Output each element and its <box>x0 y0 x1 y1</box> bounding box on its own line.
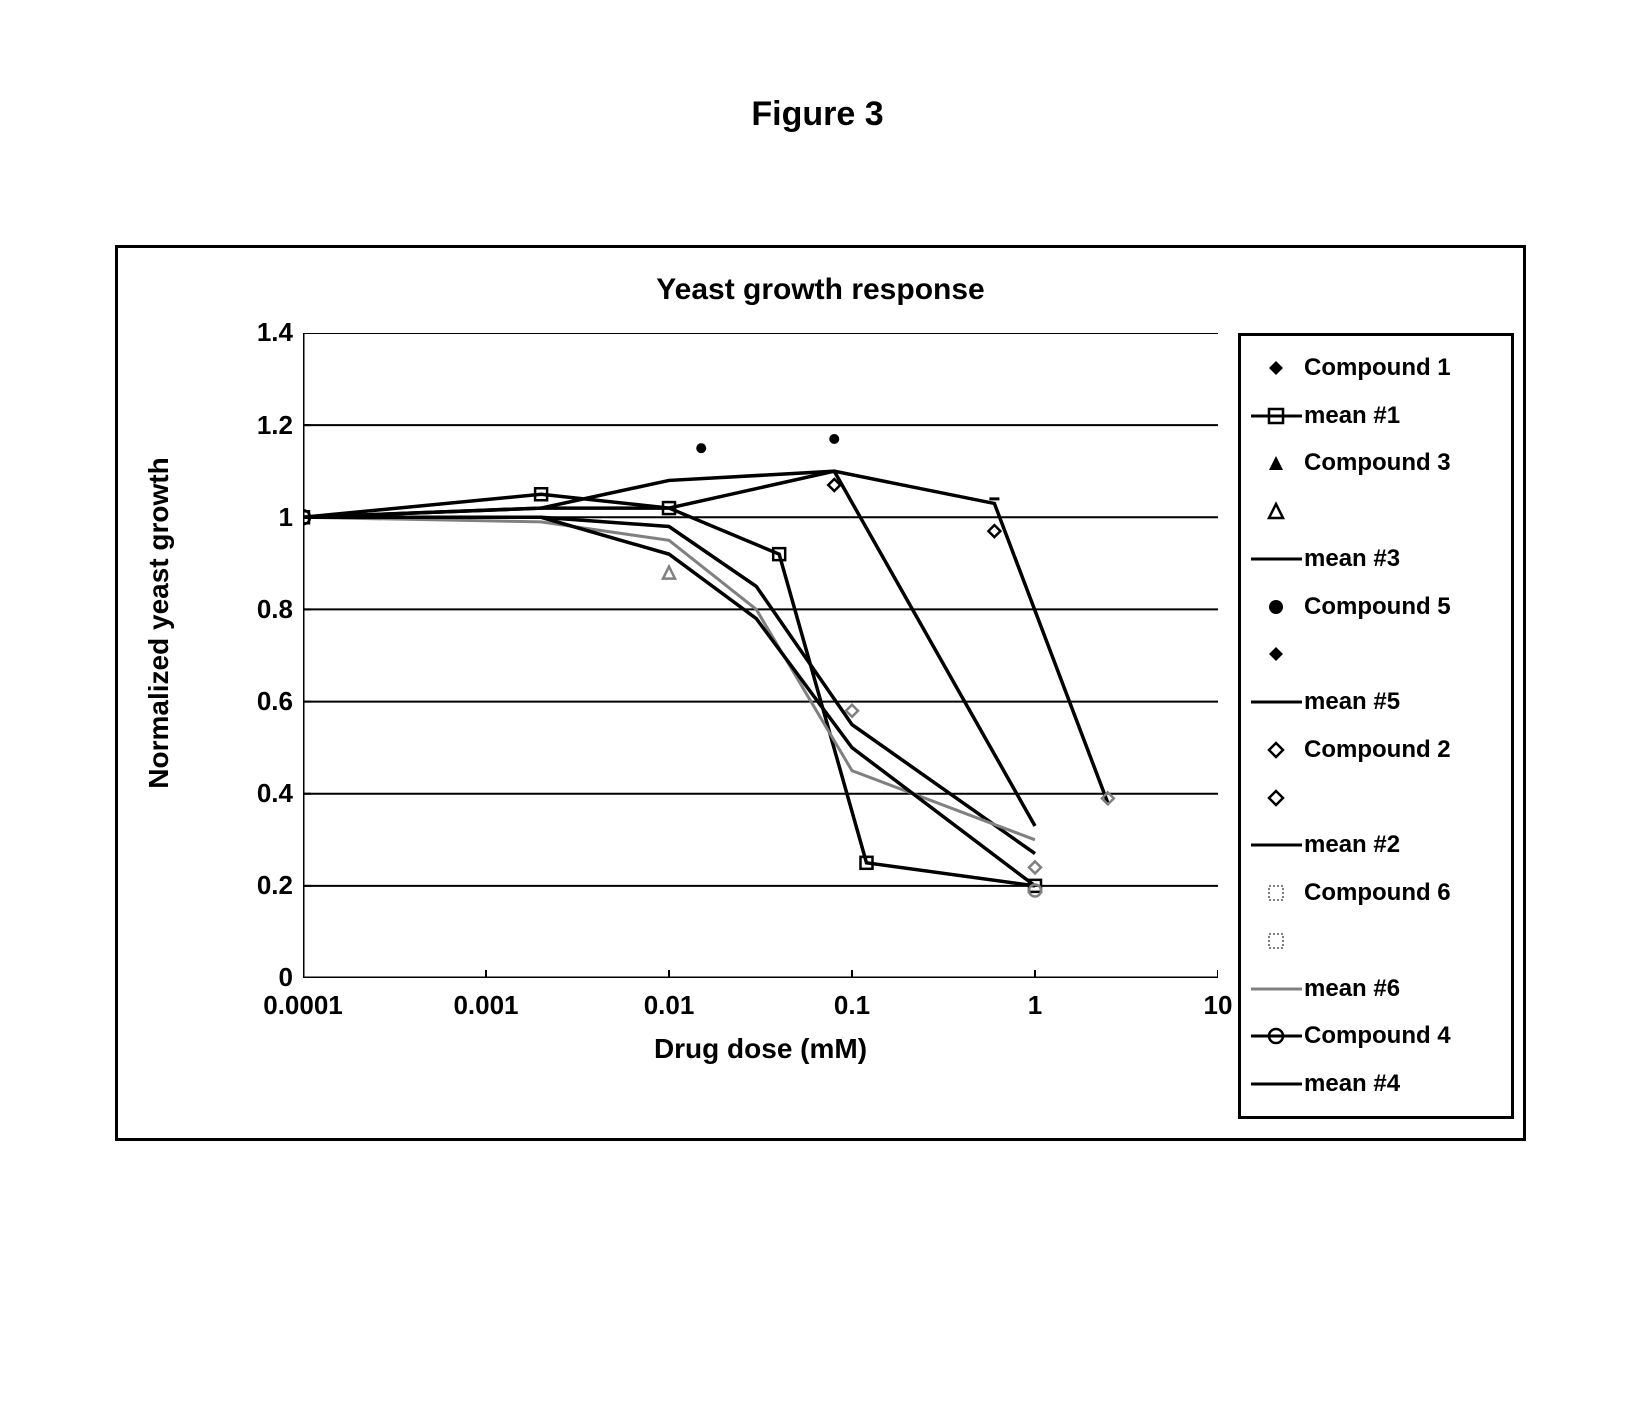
tick-label: 0.001 <box>426 990 546 1021</box>
tick-label: 1.2 <box>213 410 293 441</box>
legend-swatch-icon <box>1249 642 1304 666</box>
legend-label: Compound 4 <box>1304 1022 1451 1050</box>
legend-swatch-icon <box>1249 404 1304 428</box>
legend-item: Compound 3 <box>1249 440 1503 488</box>
tick-label: 10 <box>1158 990 1278 1021</box>
legend-label: mean #6 <box>1304 975 1400 1003</box>
tick-label: 1 <box>213 502 293 533</box>
legend-item: mean #5 <box>1249 678 1503 726</box>
chart-outer-box: Yeast growth response Normalized yeast g… <box>115 245 1526 1141</box>
legend-label: Compound 2 <box>1304 736 1451 764</box>
legend-box: Compound 1 mean #1 Compound 3 mean #3 Compou… <box>1238 333 1514 1119</box>
legend-label: mean #1 <box>1304 402 1400 430</box>
tick-label: 0.0001 <box>243 990 363 1021</box>
legend-swatch-icon <box>1249 1072 1304 1096</box>
legend-item: Compound 6 <box>1249 869 1503 917</box>
tick-label: 1 <box>975 990 1095 1021</box>
legend-item: Compound 2 <box>1249 726 1503 774</box>
legend-swatch-icon <box>1249 1024 1304 1048</box>
legend-swatch-icon <box>1249 833 1304 857</box>
legend-swatch-icon <box>1249 499 1304 523</box>
legend-label: Compound 1 <box>1304 354 1451 382</box>
y-axis-label: Normalized yeast growth <box>143 365 175 881</box>
legend-swatch-icon <box>1249 451 1304 475</box>
legend-label: Compound 3 <box>1304 449 1451 477</box>
legend-item <box>1249 631 1503 679</box>
legend-swatch-icon <box>1249 786 1304 810</box>
legend-label: Compound 6 <box>1304 879 1451 907</box>
tick-label: 1.4 <box>213 317 293 348</box>
tick-label: 0.1 <box>792 990 912 1021</box>
figure-title: Figure 3 <box>0 95 1635 134</box>
legend-item: mean #4 <box>1249 1060 1503 1108</box>
tick-label: 0.4 <box>213 778 293 809</box>
legend-item <box>1249 774 1503 822</box>
tick-label: 0.6 <box>213 686 293 717</box>
legend-label: Compound 5 <box>1304 593 1451 621</box>
legend-label: mean #2 <box>1304 831 1400 859</box>
legend-swatch-icon <box>1249 547 1304 571</box>
legend-swatch-icon <box>1249 881 1304 905</box>
legend-item <box>1249 487 1503 535</box>
tick-label: 0.8 <box>213 594 293 625</box>
legend-swatch-icon <box>1249 690 1304 714</box>
legend-swatch-icon <box>1249 356 1304 380</box>
legend-item: mean #3 <box>1249 535 1503 583</box>
tick-label: 0.01 <box>609 990 729 1021</box>
legend-item: mean #6 <box>1249 965 1503 1013</box>
legend-swatch-icon <box>1249 738 1304 762</box>
legend-swatch-icon <box>1249 929 1304 953</box>
legend-item: mean #1 <box>1249 392 1503 440</box>
legend-item: Compound 4 <box>1249 1013 1503 1061</box>
legend-item: Compound 5 <box>1249 583 1503 631</box>
legend-item: mean #2 <box>1249 822 1503 870</box>
legend-label: mean #5 <box>1304 688 1400 716</box>
legend-label: mean #3 <box>1304 545 1400 573</box>
chart-title: Yeast growth response <box>118 273 1523 307</box>
legend-swatch-icon <box>1249 595 1304 619</box>
tick-label: 0 <box>213 962 293 993</box>
legend-item: Compound 1 <box>1249 344 1503 392</box>
x-axis-label: Drug dose (mM) <box>303 1033 1218 1065</box>
plot-svg <box>303 333 1218 978</box>
legend-label: mean #4 <box>1304 1070 1400 1098</box>
tick-label: 0.2 <box>213 870 293 901</box>
plot-area <box>303 333 1218 978</box>
legend-item <box>1249 917 1503 965</box>
